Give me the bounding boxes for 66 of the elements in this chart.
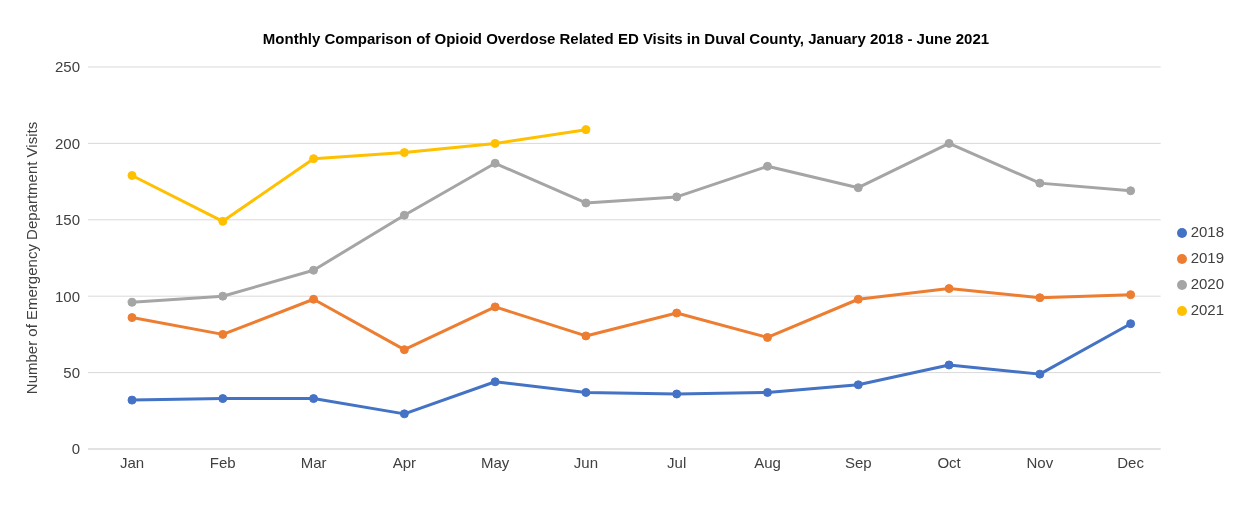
- point: [1126, 319, 1136, 329]
- point: [1126, 186, 1136, 196]
- point: [762, 387, 772, 397]
- point: [490, 302, 500, 312]
- point: [218, 394, 228, 404]
- point: [127, 395, 137, 405]
- legend-label: 2020: [1190, 275, 1224, 292]
- point: [1035, 369, 1045, 379]
- point: [672, 192, 682, 202]
- y-axis-title: Number of Emergency Department Visits: [23, 121, 41, 395]
- point: [218, 216, 228, 226]
- x-tick-label: Mar: [300, 453, 327, 471]
- point: [762, 332, 772, 342]
- x-tick-label: Dec: [1117, 453, 1145, 471]
- x-tick-label: Jan: [119, 453, 145, 471]
- point: [672, 389, 682, 399]
- point: [944, 138, 954, 148]
- point: [218, 329, 228, 339]
- point: [399, 210, 409, 220]
- legend-label: 2018: [1190, 223, 1224, 240]
- x-tick-label: Feb: [209, 453, 236, 471]
- point: [1035, 293, 1045, 303]
- point: [127, 297, 137, 307]
- point: [399, 148, 409, 158]
- point: [309, 394, 319, 404]
- x-tick-label: May: [480, 453, 510, 471]
- point: [399, 345, 409, 355]
- point: [762, 161, 772, 171]
- point: [944, 360, 954, 370]
- y-tick-label: 50: [63, 363, 80, 381]
- point: [490, 158, 500, 168]
- point: [127, 313, 137, 323]
- x-tick-label: Aug: [754, 453, 781, 471]
- point: [944, 284, 954, 294]
- point: [1126, 290, 1136, 300]
- y-tick-label: 200: [54, 134, 80, 152]
- point: [399, 409, 409, 419]
- x-tick-label: Apr: [392, 453, 417, 471]
- point: [490, 138, 500, 148]
- x-tick-label: Nov: [1026, 453, 1054, 471]
- point: [309, 294, 319, 304]
- legend-label: 2021: [1190, 301, 1224, 318]
- y-tick-label: 250: [54, 58, 80, 76]
- y-tick-label: 100: [54, 287, 80, 305]
- y-tick-label: 0: [71, 440, 80, 458]
- point: [581, 125, 591, 135]
- point: [581, 198, 591, 208]
- point: [581, 331, 591, 341]
- point: [581, 387, 591, 397]
- point: [309, 265, 319, 275]
- point: [490, 377, 500, 387]
- point: [853, 294, 863, 304]
- x-tick-label: Jun: [573, 453, 599, 471]
- chart-title: Monthly Comparison of Opioid Overdose Related ED Visits in Duval County, January 2018 - June 2021: [261, 29, 991, 47]
- point: [309, 154, 319, 164]
- point: [1035, 178, 1045, 188]
- x-tick-label: Oct: [937, 453, 962, 471]
- x-tick-label: Jul: [667, 453, 687, 471]
- legend-label: 2019: [1190, 249, 1224, 266]
- point: [853, 380, 863, 390]
- point: [672, 308, 682, 318]
- x-tick-label: Sep: [844, 453, 872, 471]
- point: [127, 170, 137, 180]
- y-tick-label: 150: [54, 211, 80, 229]
- point: [853, 183, 863, 193]
- point: [218, 291, 228, 301]
